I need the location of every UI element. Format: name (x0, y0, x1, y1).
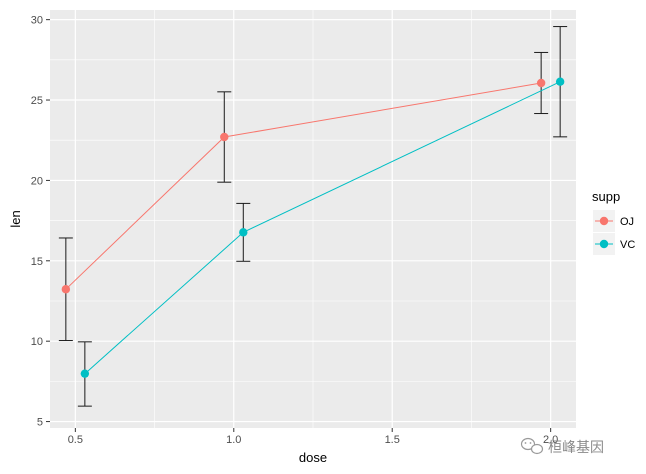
data-point-vc (80, 369, 90, 378)
legend-label: VC (620, 239, 635, 251)
y-tick-label: 20 (31, 175, 43, 187)
data-point-oj (536, 78, 546, 88)
x-tick-label: 1.5 (385, 434, 400, 446)
y-tick-label: 25 (31, 95, 43, 107)
x-tick-label: 1.0 (226, 434, 241, 446)
data-point-vc (239, 228, 248, 237)
series-oj (58, 51, 549, 342)
x-tick-label: 2.0 (543, 434, 558, 446)
watermark-text: 桓峰基因 (548, 439, 604, 456)
x-axis-ticks: 0.5 1.0 1.5 2.0 (68, 428, 558, 446)
legend-item-vc: VC (593, 233, 635, 255)
minor-gridlines (50, 10, 576, 428)
major-gridlines (50, 10, 576, 428)
y-axis-ticks: 5 10 15 20 25 30 (31, 15, 50, 429)
legend-item-oj: OJ (593, 210, 634, 232)
legend-key-point (599, 239, 609, 249)
y-axis-title: len (8, 210, 23, 227)
series-vc (77, 26, 568, 407)
legend-key-point (599, 216, 609, 226)
y-tick-label: 15 (31, 256, 43, 268)
series-layer (58, 26, 568, 407)
y-tick-label: 30 (31, 15, 43, 27)
legend: supp OJ VC (592, 189, 635, 255)
legend-title: supp (592, 189, 620, 204)
watermark: 桓峰基因 (520, 437, 604, 456)
wechat-icon (520, 437, 544, 455)
x-tick-label: 0.5 (68, 434, 83, 446)
x-axis-title: dose (299, 450, 327, 465)
data-point-oj (220, 132, 229, 142)
y-tick-label: 10 (31, 336, 43, 348)
legend-items: OJ VC (593, 210, 635, 255)
legend-label: OJ (620, 216, 634, 228)
data-point-vc (555, 77, 565, 86)
y-tick-label: 5 (37, 417, 43, 429)
data-point-oj (61, 285, 71, 294)
